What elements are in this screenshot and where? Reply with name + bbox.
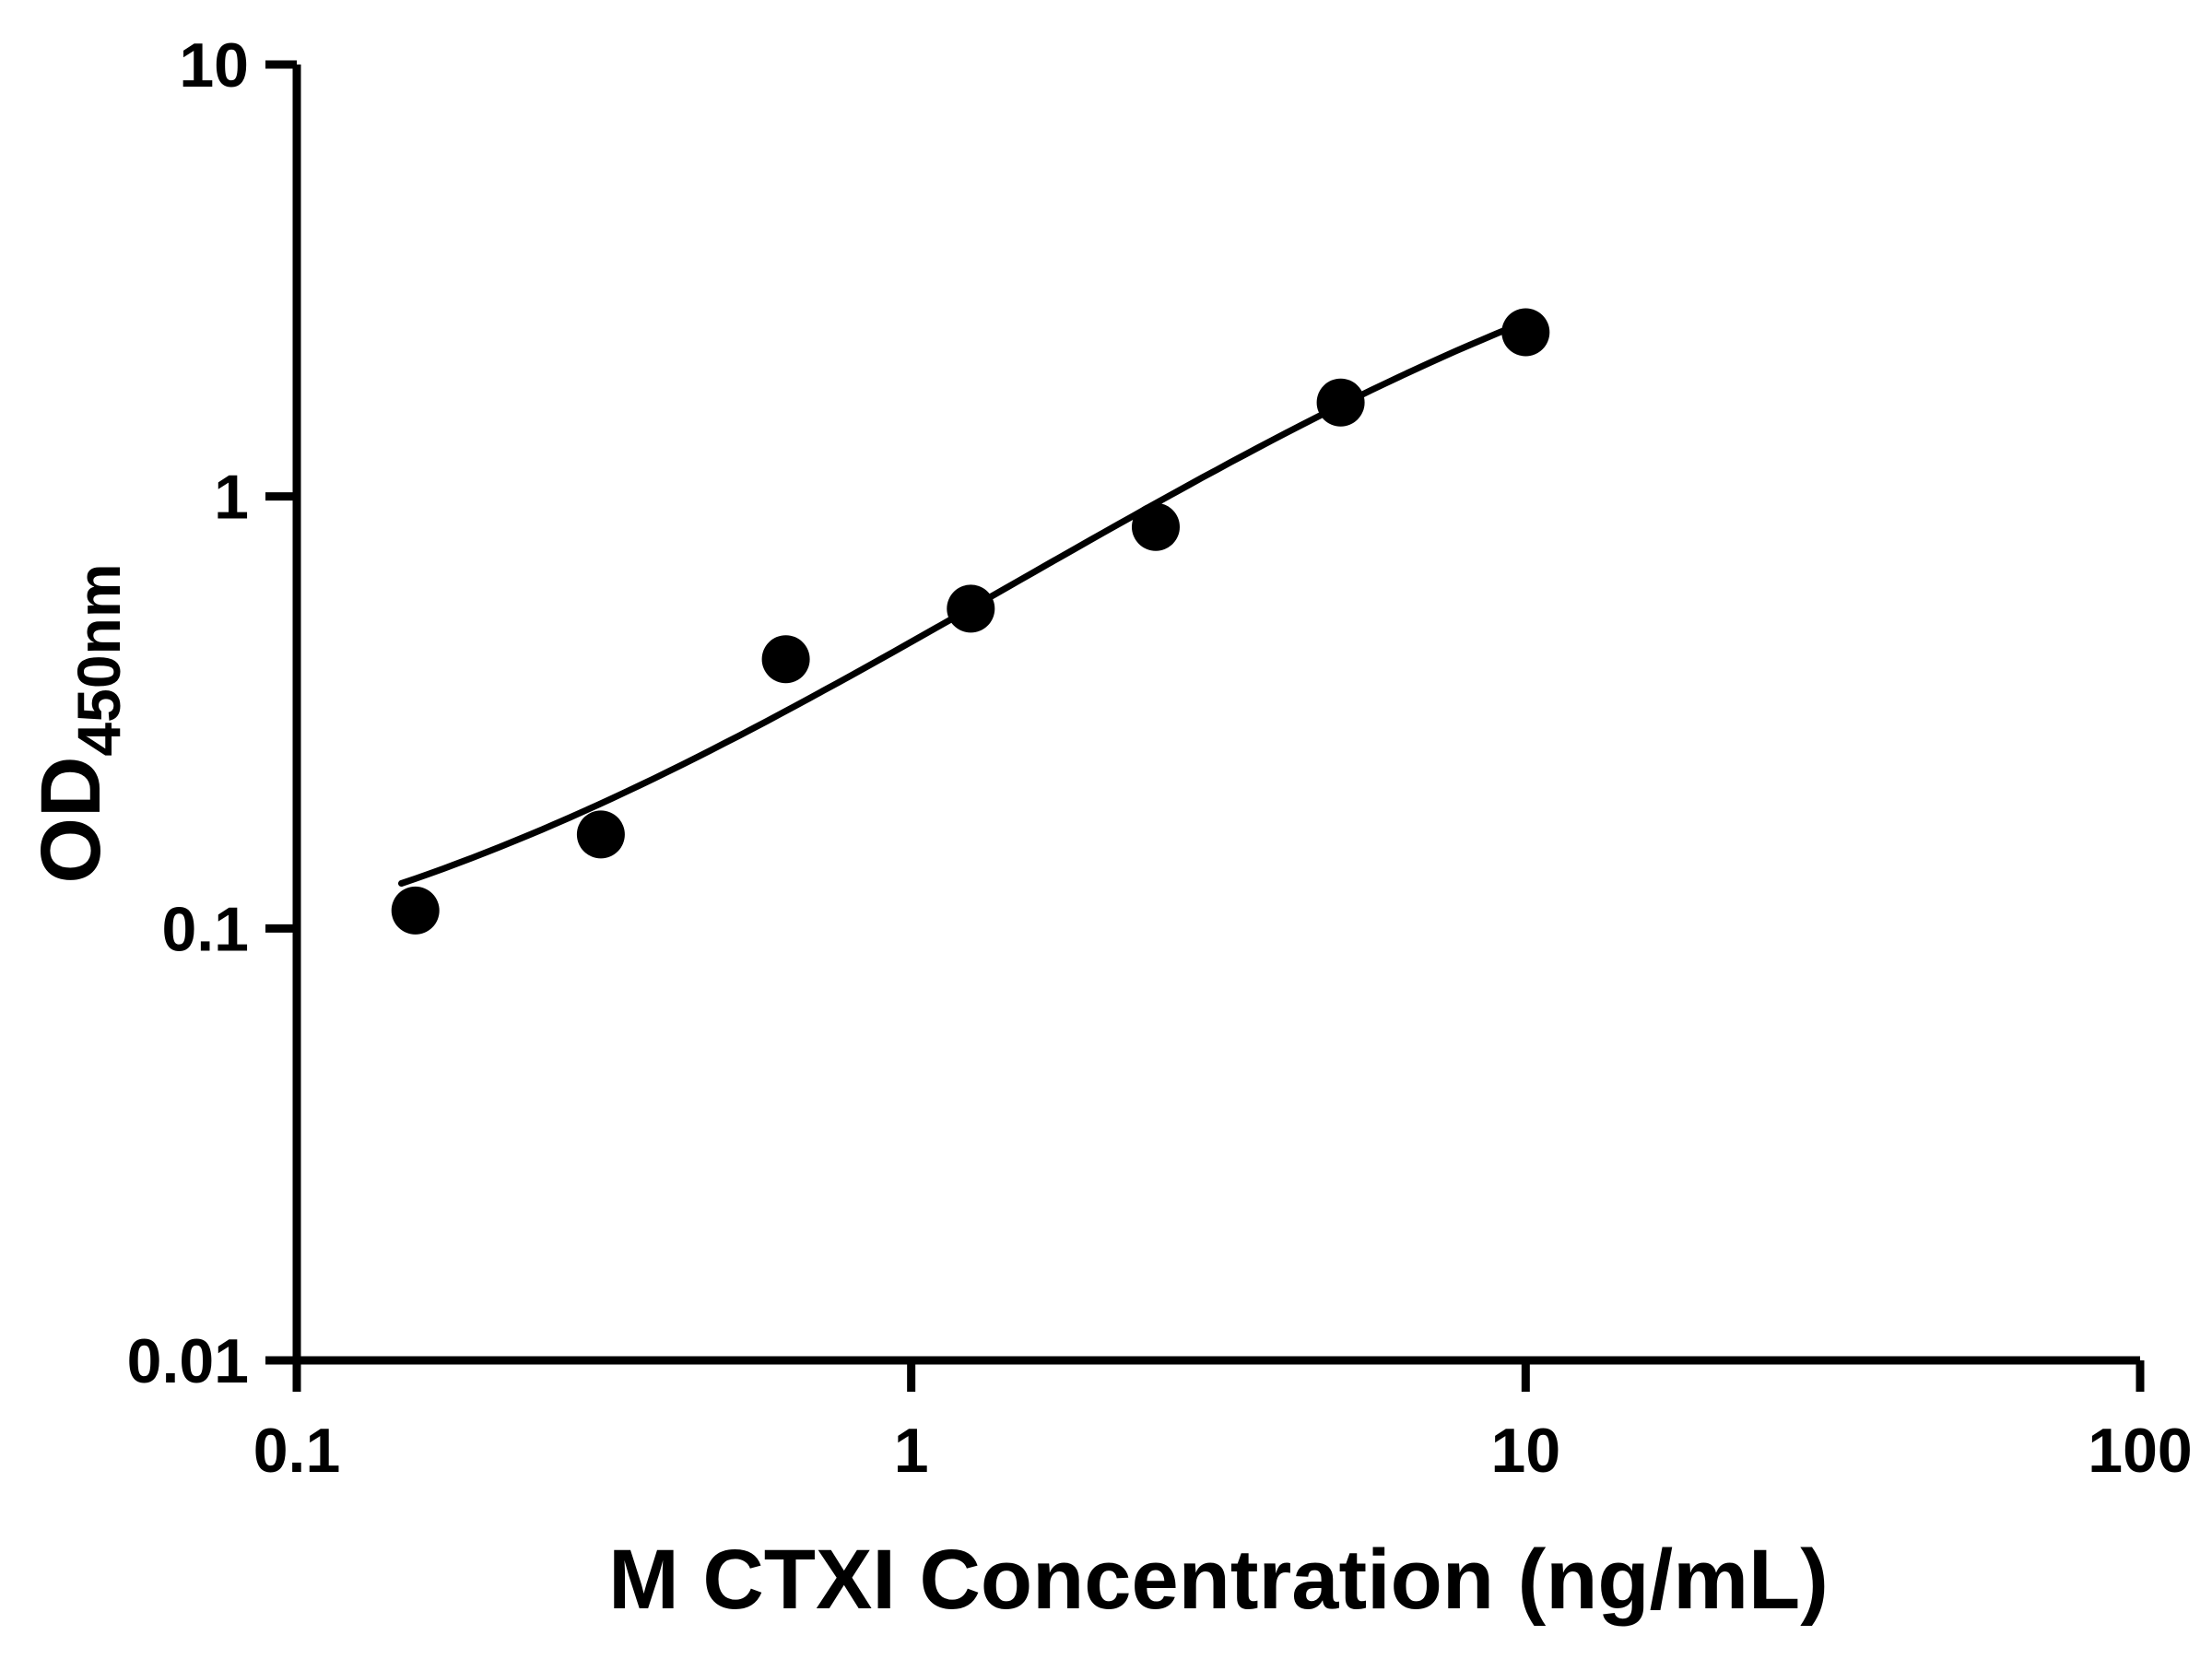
x-tick-label: 10 [1491,1416,1561,1486]
y-axis-title-subscript: 450nm [65,563,133,756]
data-point [576,810,625,859]
x-tick-label: 100 [2088,1416,2192,1486]
data-point [391,886,440,935]
x-tick-label: 0.1 [253,1416,341,1486]
axes-spine [292,65,2140,1365]
y-axis-title-main: OD [24,757,118,884]
data-point [1501,308,1550,357]
y-tick-label: 10 [179,30,249,100]
y-tick-label: 0.01 [127,1326,249,1396]
x-tick-label: 1 [894,1416,929,1486]
x-axis-title: M CTXI Concentration (ng/mL) [608,1533,1829,1627]
y-tick-label: 0.1 [161,894,249,964]
y-tick-label: 1 [214,463,249,533]
data-point [761,635,810,684]
data-point [1316,378,1365,427]
data-point [1132,502,1180,551]
data-point [947,584,995,633]
y-axis-title: OD450nm [24,563,133,883]
